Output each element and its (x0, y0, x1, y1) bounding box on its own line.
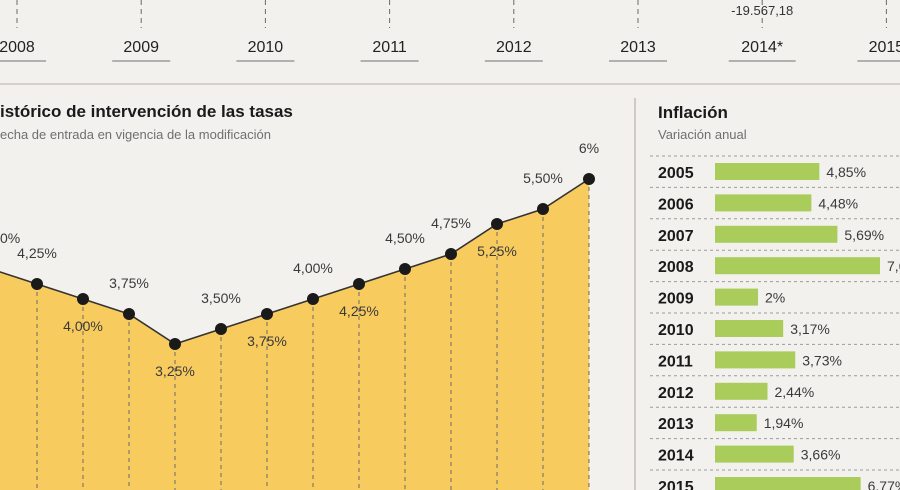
rate-point (583, 173, 595, 185)
inflation-bar (715, 351, 796, 369)
inflation-year-label: 2008 (658, 259, 694, 276)
inflation-bar (715, 414, 757, 432)
rate-point (123, 308, 135, 320)
rate-point (77, 293, 89, 305)
timeline-year-label: 2008 (0, 39, 35, 56)
inflation-value-label: 3,66% (801, 447, 841, 463)
timeline-year-label: 2015 (869, 39, 900, 56)
rate-value-label: 3,75% (109, 275, 149, 291)
timeline-year-label: 2013 (620, 39, 656, 56)
inflation-year-label: 2015 (658, 479, 694, 490)
rate-value-label: 0% (0, 230, 20, 246)
inflation-value-label: 4,48% (818, 195, 858, 211)
timeline-divider (0, 83, 900, 85)
rate-value-label: 3,25% (155, 363, 195, 379)
inflation-value-label: 3,17% (790, 321, 830, 337)
inflation-year-label: 2013 (658, 416, 694, 433)
rate-point (261, 308, 273, 320)
inflation-value-label: 2% (765, 290, 785, 306)
timeline-axis: 2008 2009 2010 2011 2012 2013 2014* 2015 -19.567… (0, 0, 900, 62)
rate-point (169, 338, 181, 350)
inflation-bar (715, 288, 759, 306)
inflation-year-label: 2012 (658, 385, 694, 402)
timeline-year-label: 2010 (248, 39, 284, 56)
rate-point (215, 323, 227, 335)
rate-value-label: 4,50% (385, 230, 425, 246)
timeline-year-label: 2012 (496, 39, 532, 56)
rate-value-label: 5,25% (477, 243, 517, 259)
timeline-annotation: -19.567,18 (731, 3, 793, 18)
rate-line (0, 178, 590, 345)
inflation-title: Inflación (658, 103, 728, 122)
inflation-year-label: 2006 (658, 196, 694, 213)
inflation-bar (715, 163, 820, 180)
inflation-year-label: 2010 (658, 322, 694, 339)
rate-value-label: 5,50% (523, 170, 563, 186)
inflation-bar (715, 477, 861, 490)
timeline-header: 2008 2009 2010 2011 2012 2013 2014* 2015 -19.567… (0, 0, 900, 85)
rate-point (445, 248, 457, 260)
inflation-bar (715, 194, 812, 212)
inflation-year-label: 2011 (658, 353, 693, 370)
inflation-bar (715, 382, 768, 400)
inflation-bar (715, 320, 784, 337)
rate-value-label: 4,25% (339, 303, 379, 319)
inflation-value-label: 1,94% (764, 415, 804, 431)
inflation-bar (715, 257, 880, 275)
rate-chart-title: istórico de intervención de las tasas (0, 102, 293, 121)
inflation-year-label: 2007 (658, 228, 694, 245)
inflation-year-label: 2009 (658, 291, 694, 308)
rate-point (491, 218, 503, 230)
rate-value-label: 4,00% (293, 260, 333, 276)
inflation-value-label: 6,77% (868, 478, 900, 490)
rate-value-label: 3,75% (247, 333, 287, 349)
rate-point (399, 263, 411, 275)
rate-point (537, 203, 549, 215)
inflation-value-label: 7,6 (887, 258, 900, 274)
rate-point (353, 278, 365, 290)
inflation-year-label: 2014 (658, 448, 694, 465)
timeline-year-label: 2009 (123, 39, 159, 56)
inflation-value-label: 2,44% (774, 384, 814, 400)
inflation-panel: Inflación Variación anual 2005 4,85% 2006 4… (650, 90, 900, 490)
inflation-value-label: 3,73% (802, 352, 842, 368)
rate-value-label: 6% (579, 140, 599, 156)
rate-point (31, 278, 43, 290)
inflation-subtitle: Variación anual (658, 127, 747, 142)
rate-history-chart: 0%4,25%4,00%3,75%3,25%3,50%3,75%4,00%4,2… (0, 140, 599, 490)
rate-value-label: 4,75% (431, 215, 471, 231)
rate-history-panel: 0% 4,25% 4,00% 3,75% 3,25% 3,50% 3,75% 4,00% 4,2… (0, 90, 615, 490)
panel-separator (634, 98, 636, 490)
inflation-bar (715, 445, 794, 463)
rate-value-label: 4,25% (17, 245, 57, 261)
timeline-year-label: 2011 (372, 39, 407, 56)
inflation-year-label: 2005 (658, 165, 694, 182)
rate-point (307, 293, 319, 305)
inflation-bar-chart: 2005 4,85% 2006 4,48% 2007 5,69% 2008 7,6 2009 2%… (650, 155, 900, 490)
inflation-bar (715, 225, 838, 243)
inflation-value-label: 5,69% (844, 227, 884, 243)
rate-value-label: 3,50% (201, 290, 241, 306)
inflation-value-label: 4,85% (826, 164, 866, 180)
rate-chart-subtitle: echa de entrada en vigencia de la modifi… (0, 127, 272, 142)
rate-value-label: 4,00% (63, 318, 103, 334)
rate-area-fill (0, 179, 589, 490)
timeline-year-label: 2014* (741, 39, 783, 56)
